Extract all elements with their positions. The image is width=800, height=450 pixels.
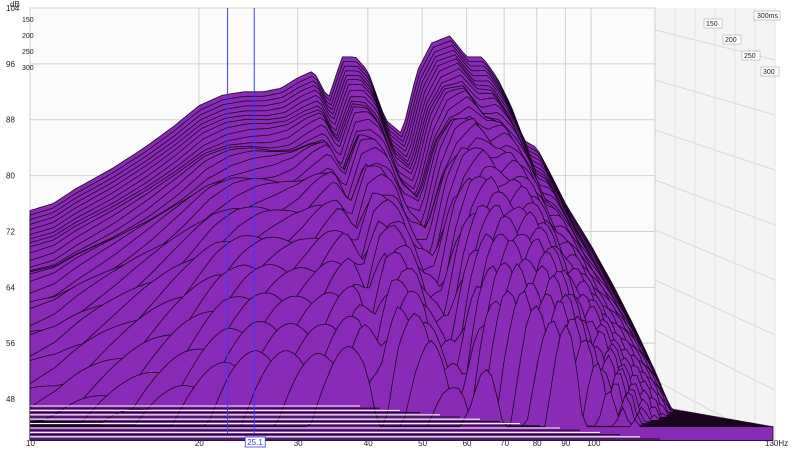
time-tick-label: 250 bbox=[22, 49, 34, 56]
y-axis-label: dB bbox=[10, 0, 20, 9]
time-tick-label-right: 300 bbox=[763, 69, 775, 76]
time-tick-label: 300 bbox=[22, 65, 34, 72]
time-tick-label-right: 250 bbox=[744, 53, 756, 60]
y-tick-label: 96 bbox=[6, 60, 15, 69]
time-tick-label: 150 bbox=[22, 17, 34, 24]
y-tick-label: 72 bbox=[6, 227, 15, 236]
x-tick-label: 100 bbox=[587, 439, 601, 448]
y-tick-label: 64 bbox=[6, 283, 15, 292]
axes: dB 300ms 104 96 88 80 72 64 56 48 10 20 30 40 50 60 70… bbox=[6, 0, 788, 448]
waterfall-slices bbox=[29, 35, 774, 441]
x-tick-label: 70 bbox=[500, 439, 509, 448]
cursors[interactable]: 25.1 bbox=[227, 8, 266, 448]
x-tick-label: 50 bbox=[418, 439, 427, 448]
time-tick-label-right: 200 bbox=[725, 37, 737, 44]
x-tick-label: 60 bbox=[463, 439, 472, 448]
y-tick-label: 80 bbox=[6, 172, 15, 181]
y-tick-label: 104 bbox=[6, 4, 20, 13]
x-tick-label: 40 bbox=[364, 439, 373, 448]
x-tick-label: 90 bbox=[561, 439, 570, 448]
y-tick-label: 88 bbox=[6, 116, 15, 125]
time-unit-label: 300ms bbox=[757, 13, 779, 20]
waterfall-slice bbox=[29, 323, 774, 441]
x-tick-label: 10 bbox=[26, 439, 35, 448]
x-tick-label: 30 bbox=[294, 439, 303, 448]
x-tick-label: 80 bbox=[533, 439, 542, 448]
y-tick-label: 56 bbox=[6, 339, 15, 348]
cursor-label: 25.1 bbox=[247, 438, 263, 447]
time-tick-label: 200 bbox=[22, 33, 34, 40]
x-tick-label: 130Hz bbox=[765, 439, 788, 448]
cursor-label-box bbox=[244, 436, 266, 448]
time-tick-label-right: 150 bbox=[706, 21, 718, 28]
y-tick-label: 48 bbox=[6, 395, 15, 404]
x-tick-label: 20 bbox=[195, 439, 204, 448]
